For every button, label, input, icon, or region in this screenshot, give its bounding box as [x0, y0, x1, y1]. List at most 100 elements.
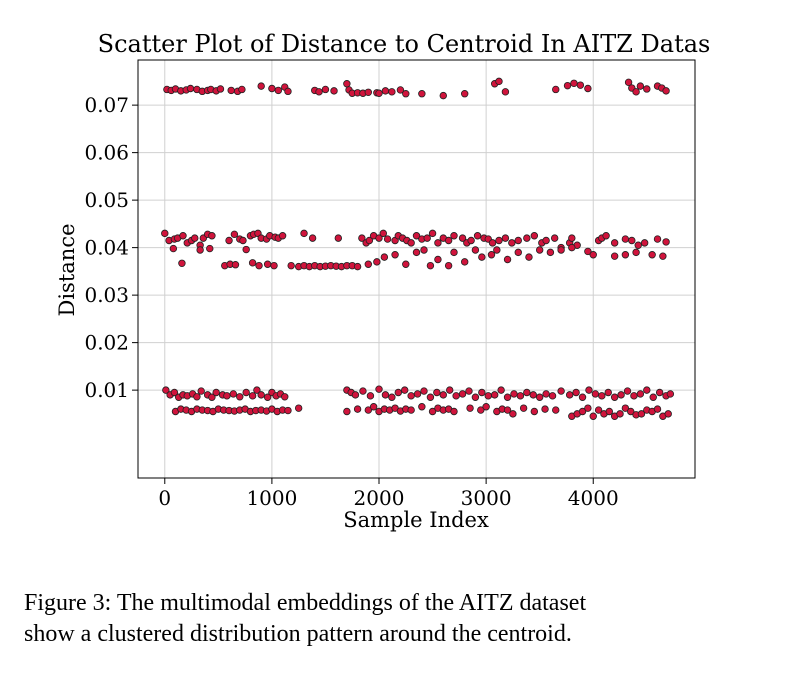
x-tick-label: 0: [158, 486, 171, 510]
scatter-point: [542, 236, 550, 245]
scatter-point: [225, 236, 233, 245]
scatter-point: [375, 385, 383, 393]
scatter-point: [519, 404, 528, 412]
scatter-point: [471, 393, 480, 401]
scatter-point: [495, 236, 503, 245]
scatter-point: [653, 235, 662, 243]
scatter-point: [648, 251, 656, 259]
scatter-point: [351, 391, 360, 399]
scatter-point: [423, 234, 431, 242]
scatter-point: [632, 248, 640, 257]
scatter-point: [238, 85, 246, 94]
scatter-point: [206, 244, 214, 253]
scatter-point: [248, 392, 257, 400]
scatter-point: [418, 403, 426, 411]
scatter-point: [640, 239, 649, 247]
scatter-point: [208, 393, 216, 401]
scatter-point: [402, 260, 410, 268]
scatter-point: [552, 406, 560, 414]
scatter-point: [439, 391, 447, 399]
scatter-point: [364, 88, 372, 96]
scatter-point: [353, 262, 362, 271]
scatter-point: [662, 238, 670, 246]
scatter-point: [627, 407, 635, 416]
scatter-point: [407, 406, 415, 414]
scatter-point: [610, 239, 619, 247]
scatter-point: [274, 86, 283, 95]
scatter-point: [461, 90, 469, 98]
scatter-point: [300, 229, 308, 238]
scatter-point: [576, 81, 585, 89]
scatter-point: [584, 247, 592, 256]
scatter-point: [380, 253, 389, 261]
axis-layer: 0 1000 2000 3000 4000 0.01 0.02 0.03 0.04 0.05 0.0…: [84, 93, 618, 510]
scatter-point: [257, 82, 265, 90]
scatter-point: [659, 252, 667, 260]
scatter-point: [572, 388, 580, 397]
scatter-point: [503, 393, 512, 401]
scatter-point: [426, 261, 435, 270]
scatter-point: [268, 84, 276, 93]
scatter-point: [179, 232, 187, 240]
scatter-point: [458, 390, 467, 398]
scatter-point: [263, 393, 272, 401]
scatter-point: [589, 251, 597, 259]
scatter-point: [413, 390, 422, 398]
scatter-point: [236, 393, 244, 401]
scatter-point: [602, 232, 610, 240]
scatter-point: [497, 386, 505, 394]
scatter-point: [568, 234, 576, 242]
scatter-point: [450, 232, 458, 240]
scatter-point: [239, 236, 247, 245]
scatter-point: [477, 406, 485, 414]
scatter-point: [434, 239, 442, 247]
scatter-point: [401, 386, 409, 394]
scatter-point: [381, 391, 390, 399]
scatter-point: [605, 407, 614, 416]
scatter-point: [227, 86, 235, 95]
scatter-point: [223, 392, 231, 400]
y-axis-label: Distance: [55, 223, 79, 316]
scatter-point: [529, 391, 537, 399]
scatter-point: [530, 407, 539, 416]
chart-title: Scatter Plot of Distance to Centroid In …: [98, 30, 711, 58]
caption-line-1: Figure 3: The multimodal embeddings of t…: [24, 590, 587, 616]
scatter-point: [589, 412, 597, 420]
scatter-point: [623, 387, 632, 395]
scatter-point: [484, 392, 492, 400]
scatter-point: [343, 407, 351, 416]
scatter-point: [353, 405, 362, 413]
scatter-plot: 0 1000 2000 3000 4000 0.01 0.02 0.03 0.04 0.05 0.0…: [55, 30, 711, 532]
scatter-point: [461, 258, 469, 266]
scatter-point: [610, 393, 619, 401]
x-tick-label: 1000: [246, 486, 297, 510]
scatter-point: [229, 390, 238, 398]
plot-frame: [137, 59, 696, 479]
scatter-point: [278, 232, 287, 240]
scatter-point: [621, 251, 630, 259]
scatter-point: [478, 388, 486, 397]
figure-caption: Figure 3: The multimodal embeddings of t…: [24, 588, 764, 650]
scatter-point: [535, 393, 544, 401]
scatter-point: [621, 235, 630, 243]
scatter-point: [358, 234, 366, 242]
scatter-point: [471, 246, 480, 254]
y-tick-label: 0.01: [84, 378, 129, 402]
scatter-point: [434, 255, 442, 264]
scatter-point: [364, 406, 372, 414]
scatter-point: [365, 236, 374, 245]
scatter-point: [369, 403, 378, 411]
scatter-point: [535, 246, 544, 254]
scatter-point: [315, 88, 323, 96]
scatter-point: [487, 251, 496, 259]
scatter-point: [359, 387, 367, 395]
scatter-point: [617, 391, 625, 399]
scatter-point: [495, 77, 503, 86]
scatter-point: [552, 85, 560, 94]
scatter-point: [334, 234, 343, 242]
scatter-point: [407, 239, 415, 247]
scatter-point: [624, 78, 633, 87]
scatter-point: [439, 91, 447, 100]
scatter-point: [170, 388, 179, 397]
